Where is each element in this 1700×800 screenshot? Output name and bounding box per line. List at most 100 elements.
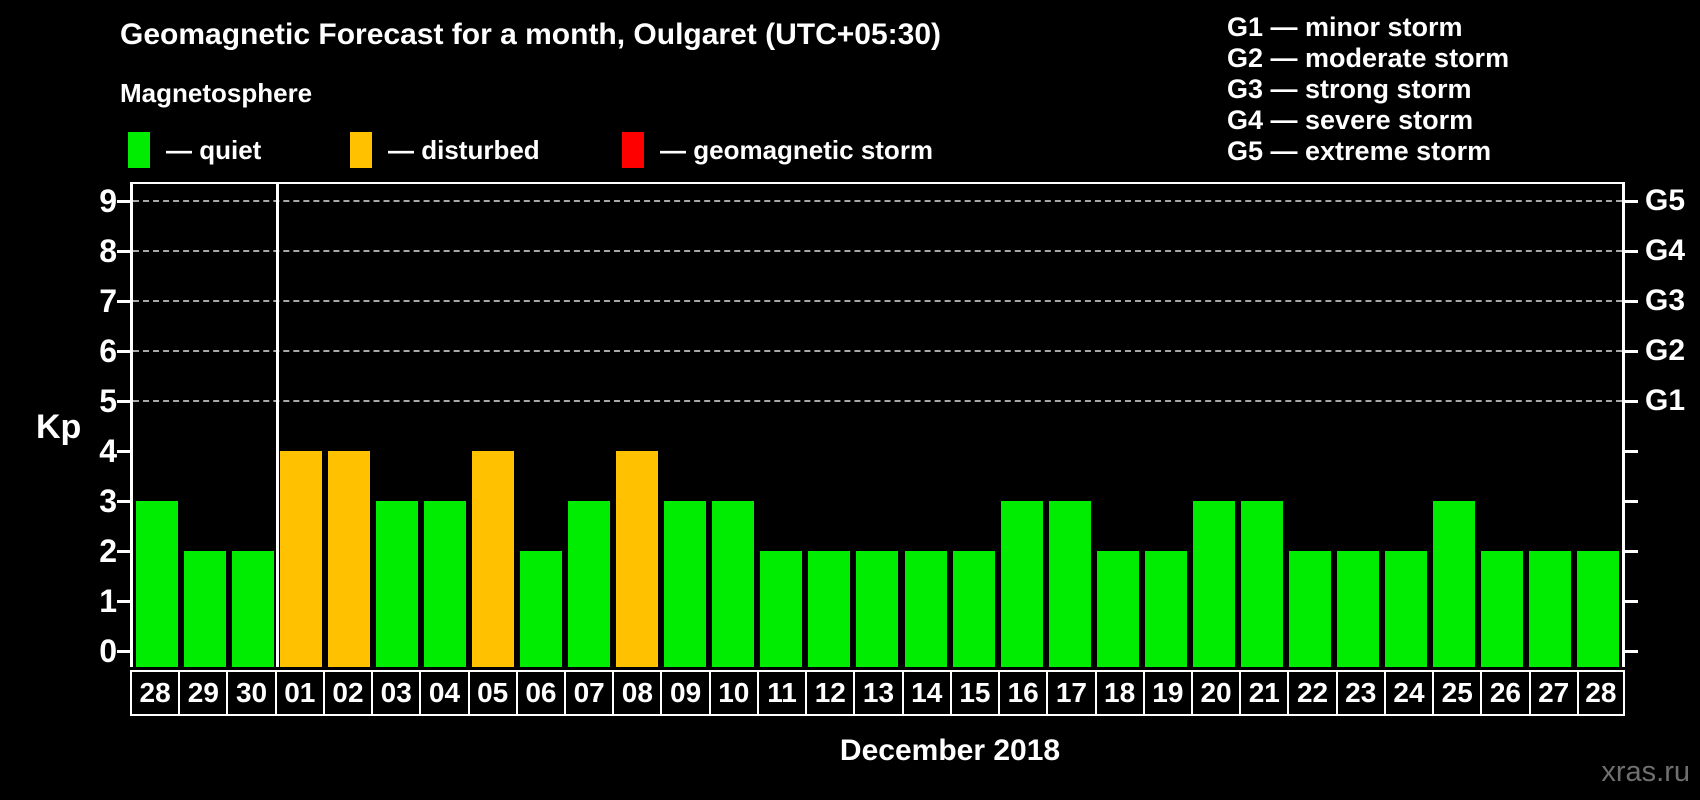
day-label-23: 23 (1335, 670, 1384, 716)
day-label-22: 22 (1287, 670, 1336, 716)
bar-day-27 (1528, 551, 1571, 667)
y-tick-left-5 (117, 400, 130, 403)
bar-slot (1430, 184, 1478, 667)
bar-day-03 (376, 501, 419, 667)
y-tick-right-1 (1625, 600, 1638, 603)
y-tick-left-4 (117, 450, 130, 453)
bar-slot (565, 184, 613, 667)
y-tick-label-9: 9 (99, 183, 117, 219)
day-label-05: 05 (467, 670, 516, 716)
day-label-20: 20 (1190, 670, 1240, 716)
y-tick-left-2 (117, 550, 130, 553)
legend-label-quiet: — quiet (166, 134, 262, 165)
day-label-03: 03 (371, 670, 420, 716)
y-tick-right-4 (1625, 450, 1638, 453)
day-label-06: 06 (515, 670, 565, 716)
bar-slot (709, 184, 757, 667)
day-label-26: 26 (1480, 670, 1529, 716)
y-tick-right-3 (1625, 500, 1638, 503)
y-tick-left-9 (117, 200, 130, 203)
bar-slot (613, 184, 661, 667)
bar-day-09 (664, 501, 707, 667)
day-label-24: 24 (1383, 670, 1433, 716)
bar-slot (1286, 184, 1334, 667)
y-tick-label-0: 0 (99, 633, 117, 669)
bar-slot (469, 184, 517, 667)
bar-day-18 (1096, 551, 1139, 667)
g4-legend-line: G4 — severe storm (1227, 105, 1474, 135)
y-tick-label-2: 2 (99, 533, 117, 569)
day-label-08: 08 (612, 670, 661, 716)
y-tick-left-8 (117, 250, 130, 253)
chart-subtitle: Magnetosphere (120, 78, 313, 108)
bar-slot (1574, 184, 1622, 667)
gridline-kp5 (133, 400, 1622, 402)
g-scale-label-G3: G3 (1645, 284, 1686, 317)
y-tick-right-8 (1625, 250, 1638, 253)
bar-slot (421, 184, 469, 667)
bar-day-20 (1192, 501, 1235, 667)
bar-day-08 (616, 451, 659, 667)
bar-day-06 (520, 551, 563, 667)
bar-day-19 (1144, 551, 1187, 667)
plot-area (130, 182, 1625, 667)
y-tick-left-6 (117, 350, 130, 353)
bar-day-12 (808, 551, 851, 667)
g-scale-legend: G1 — minor storm G2 — moderate storm G3 … (1227, 12, 1509, 167)
y-tick-label-5: 5 (99, 383, 117, 419)
bar-day-26 (1480, 551, 1523, 667)
bar-slot (1382, 184, 1430, 667)
y-tick-label-1: 1 (99, 583, 117, 619)
quiet-color-swatch (128, 132, 150, 168)
bar-slot (325, 184, 373, 667)
y-axis-title: Kp (36, 408, 82, 446)
bar-slot (998, 184, 1046, 667)
y-tick-left-0 (117, 650, 130, 653)
bar-day-15 (952, 551, 995, 667)
g3-legend-line: G3 — strong storm (1227, 74, 1472, 104)
day-label-27: 27 (1528, 670, 1577, 716)
y-tick-right-6 (1625, 350, 1638, 353)
legend-label-storm: — geomagnetic storm (660, 134, 934, 165)
day-label-07: 07 (564, 670, 613, 716)
day-label-15: 15 (949, 670, 999, 716)
chart-title: Geomagnetic Forecast for a month, Oulgar… (120, 18, 942, 51)
bar-day-02 (328, 451, 371, 667)
gridline-kp8 (133, 250, 1622, 252)
gridline-kp6 (133, 350, 1622, 352)
y-tick-left-1 (117, 600, 130, 603)
bar-day-17 (1048, 501, 1091, 667)
legend-item-quiet: — quiet (128, 131, 261, 169)
y-tick-left-3 (117, 500, 130, 503)
y-tick-right-5 (1625, 400, 1638, 403)
bar-slot (1190, 184, 1238, 667)
bar-slot (1526, 184, 1574, 667)
bar-slot (1478, 184, 1526, 667)
legend-item-disturbed: — disturbed (350, 131, 540, 169)
legend-label-disturbed: — disturbed (388, 134, 540, 165)
bar-day-29 (184, 551, 227, 667)
g-scale-label-G5: G5 (1645, 184, 1686, 217)
y-tick-right-7 (1625, 300, 1638, 303)
y-tick-right-9 (1625, 200, 1638, 203)
g1-legend-line: G1 — minor storm (1227, 12, 1463, 42)
bar-day-07 (568, 501, 611, 667)
day-label-11: 11 (756, 670, 806, 716)
day-label-25: 25 (1432, 670, 1481, 716)
bar-day-28 (1576, 551, 1619, 667)
day-label-28: 28 (1576, 670, 1625, 716)
y-tick-label-7: 7 (99, 283, 117, 319)
day-label-14: 14 (901, 670, 950, 716)
bar-slot (1334, 184, 1382, 667)
x-axis-title: December 2018 (839, 734, 1061, 767)
bar-day-05 (472, 451, 515, 667)
day-label-prev-28: 28 (130, 670, 179, 716)
bar-slot (1046, 184, 1094, 667)
bar-day-24 (1384, 551, 1427, 667)
bar-day-28 (136, 501, 179, 667)
day-label-21: 21 (1239, 670, 1288, 716)
g-scale-label-G2: G2 (1645, 334, 1686, 367)
bar-day-16 (1000, 501, 1043, 667)
y-tick-label-8: 8 (99, 233, 117, 269)
